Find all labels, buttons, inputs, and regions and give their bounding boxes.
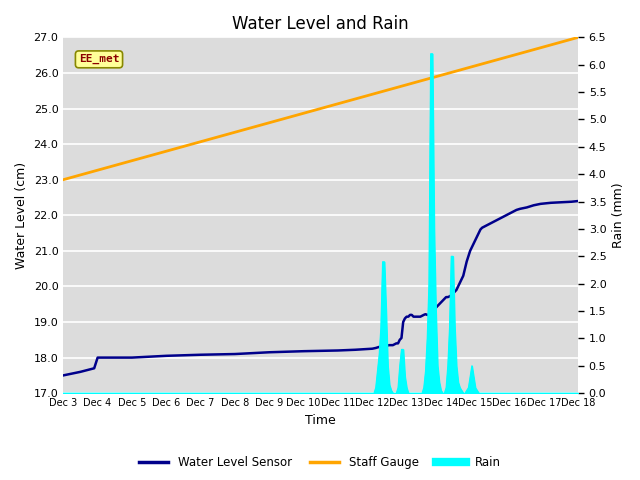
X-axis label: Time: Time bbox=[305, 414, 336, 427]
Text: EE_met: EE_met bbox=[79, 54, 119, 64]
Legend: Water Level Sensor, Staff Gauge, Rain: Water Level Sensor, Staff Gauge, Rain bbox=[134, 452, 506, 474]
Y-axis label: Rain (mm): Rain (mm) bbox=[612, 182, 625, 248]
Y-axis label: Water Level (cm): Water Level (cm) bbox=[15, 162, 28, 269]
Title: Water Level and Rain: Water Level and Rain bbox=[232, 15, 409, 33]
